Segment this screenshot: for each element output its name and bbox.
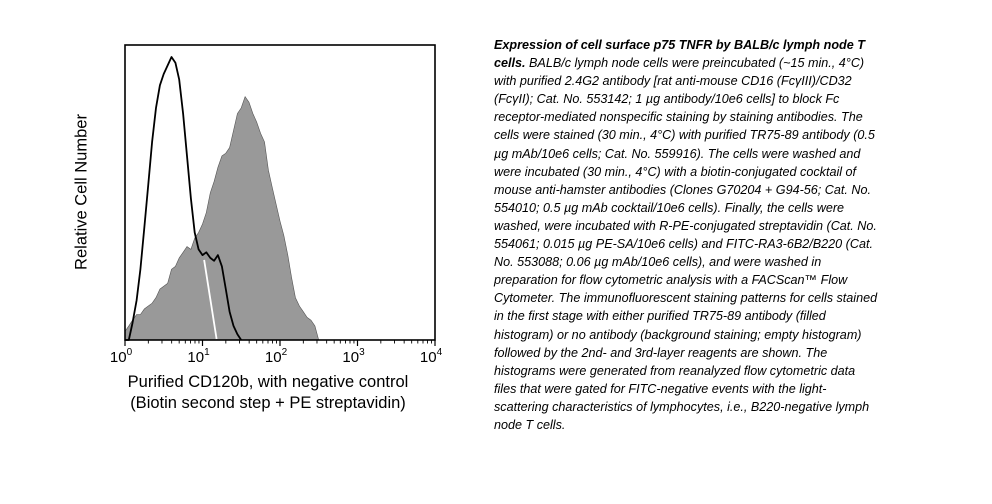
- histogram-chart: 100 101 102 103 104: [110, 44, 443, 366]
- caption-title: Expression of cell surface p75 TNFR by B…: [494, 38, 865, 71]
- histogram-overlap-line: [203, 259, 218, 340]
- y-axis-label: Relative Cell Number: [72, 114, 91, 270]
- x-tick-label: 103: [342, 347, 365, 366]
- x-axis-label: Purified CD120b, with negative control (…: [108, 372, 428, 414]
- x-axis-label-line-2: (Biotin second step + PE streptavidin): [130, 394, 406, 412]
- histogram-figure: 100 101 102 103 104 Relative Cell Number Pur…: [60, 30, 480, 430]
- x-tick-label: 101: [187, 347, 210, 366]
- x-tick-label: 104: [420, 347, 443, 366]
- x-tick-label: 102: [265, 347, 288, 366]
- x-axis-label-line-1: Purified CD120b, with negative control: [127, 373, 409, 391]
- caption-body: BALB/c lymph node cells were preincubate…: [494, 56, 878, 432]
- filled-histogram: [124, 95, 320, 341]
- outline-histogram: [125, 56, 242, 341]
- x-tick-label: 100: [110, 347, 133, 366]
- figure-caption: Expression of cell surface p75 TNFR by B…: [494, 36, 879, 434]
